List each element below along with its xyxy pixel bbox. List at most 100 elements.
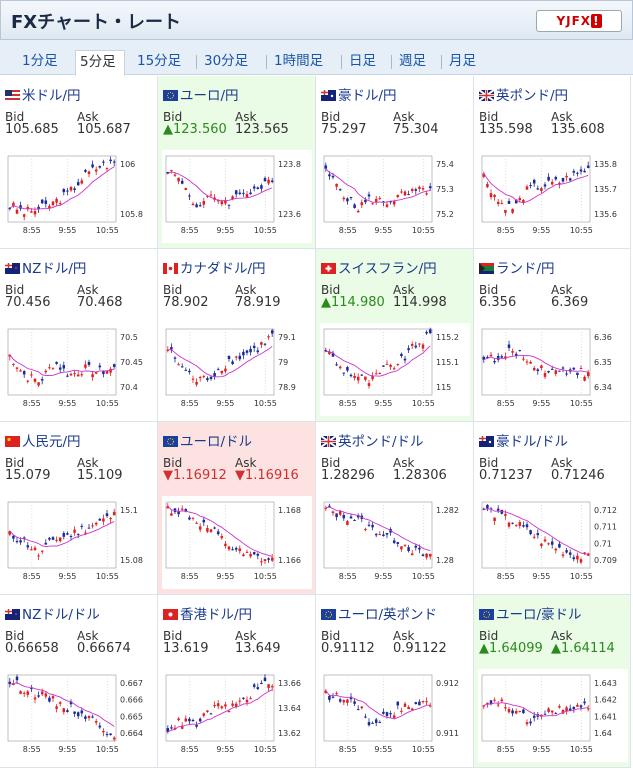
candle <box>392 201 396 205</box>
currency-pair-link[interactable]: NZドル/ドル <box>5 603 100 623</box>
currency-pair-link[interactable]: ユーロ/ドル <box>163 430 252 450</box>
ask-label: Ask <box>393 629 415 643</box>
ask-value: ▼1.16916 <box>235 468 299 483</box>
candle <box>51 537 55 540</box>
candle <box>267 179 270 184</box>
currency-pair-link[interactable]: 英ポンド/ドル <box>320 430 424 450</box>
rate-card: ランド/円 Bid Ask 6.356 6.369 6.36 6.35 6.34 8:… <box>474 249 631 422</box>
currency-pair-link[interactable]: ランド/円 <box>479 257 555 277</box>
tab-2[interactable]: 15分足 <box>137 53 182 69</box>
candlestick-chart[interactable]: 1.643 1.642 1.641 1.64 8:55 9:55 10:55 <box>478 669 628 762</box>
candlestick-chart[interactable]: 70.5 70.45 70.4 8:55 9:55 10:55 <box>4 323 154 416</box>
x-tick-label: 9:55 <box>374 226 392 235</box>
candle <box>260 185 263 189</box>
currency-pair-link[interactable]: ユーロ/円 <box>163 84 239 104</box>
candle <box>586 165 590 168</box>
y-tick-label: 1.168 <box>278 506 301 515</box>
candle <box>529 721 532 724</box>
candlestick-chart[interactable]: 115.2 115.1 115 8:55 9:55 10:55 <box>320 323 470 416</box>
candle <box>331 696 335 698</box>
candle <box>267 684 270 688</box>
x-tick-label: 8:55 <box>23 745 41 754</box>
tab-4[interactable]: 1時間足 <box>274 53 324 69</box>
candle <box>184 509 188 512</box>
candlestick-chart[interactable]: 13.66 13.64 13.62 8:55 9:55 10:55 <box>162 669 312 762</box>
y-tick-label: 105.8 <box>120 210 143 219</box>
y-tick-label: 1.166 <box>278 556 301 565</box>
candle <box>73 188 76 190</box>
candle <box>532 179 536 184</box>
tab-0[interactable]: 1分足 <box>22 53 58 69</box>
candle <box>540 543 543 546</box>
pair-name: 英ポンド/円 <box>496 88 569 104</box>
y-tick-label: 1.641 <box>594 712 617 721</box>
candle <box>403 358 407 361</box>
candle <box>561 367 565 369</box>
candlestick-chart[interactable]: 1.168 1.166 8:55 9:55 10:55 <box>162 496 312 589</box>
candle <box>80 525 84 527</box>
candle <box>364 528 367 531</box>
candle <box>98 365 102 368</box>
candlestick-chart[interactable]: 15.1 15.08 8:55 9:55 10:55 <box>4 496 154 589</box>
candle <box>227 546 231 550</box>
currency-pair-link[interactable]: 米ドル/円 <box>5 84 81 104</box>
candle <box>583 701 586 704</box>
candle <box>565 550 568 553</box>
candle <box>414 545 418 548</box>
eu-flag-icon <box>321 608 336 620</box>
candle <box>84 716 87 719</box>
candle <box>576 555 579 560</box>
candle <box>511 209 514 213</box>
candlestick-chart[interactable]: 135.8 135.7 135.6 8:55 9:55 10:55 <box>478 150 628 243</box>
candle <box>198 377 202 379</box>
x-tick-label: 10:55 <box>570 745 593 754</box>
tab-6[interactable]: 週足 <box>399 53 426 69</box>
yjfx-logo[interactable]: YJFX! <box>536 10 622 32</box>
candlestick-chart[interactable]: 0.712 0.711 0.71 0.709 8:55 9:55 10:55 <box>478 496 628 589</box>
currency-pair-link[interactable]: NZドル/円 <box>5 257 86 277</box>
candle <box>489 354 493 357</box>
y-tick-label: 15.1 <box>120 506 138 515</box>
candle <box>270 557 274 561</box>
currency-pair-link[interactable]: 香港ドル/円 <box>163 603 252 623</box>
candle <box>504 514 507 516</box>
candle <box>94 169 98 172</box>
currency-pair-link[interactable]: カナダドル/円 <box>163 257 266 277</box>
currency-pair-link[interactable]: 豪ドル/ドル <box>479 430 568 450</box>
us-flag-icon <box>5 89 20 101</box>
y-tick-label: 13.62 <box>278 729 301 738</box>
currency-pair-link[interactable]: ユーロ/豪ドル <box>479 603 582 623</box>
candlestick-chart[interactable]: 6.36 6.35 6.34 8:55 9:55 10:55 <box>478 323 628 416</box>
x-tick-label: 10:55 <box>412 572 435 581</box>
candlestick-chart[interactable]: 123.8 123.6 8:55 9:55 10:55 <box>162 150 312 243</box>
candle <box>579 705 583 708</box>
candle <box>62 708 66 713</box>
tab-7[interactable]: 月足 <box>449 53 476 69</box>
candlestick-chart[interactable]: 79.1 79 78.9 8:55 9:55 10:55 <box>162 323 312 416</box>
candle <box>216 369 220 371</box>
candle <box>109 518 112 520</box>
currency-pair-link[interactable]: 豪ドル/円 <box>321 84 397 104</box>
tab-3[interactable]: 30分足 <box>204 53 249 69</box>
bid-value: 6.356 <box>479 295 517 310</box>
candlestick-chart[interactable]: 0.912 0.911 8:55 9:55 10:55 <box>320 669 470 762</box>
candle <box>252 186 256 189</box>
candle <box>576 172 579 174</box>
candle <box>180 366 184 368</box>
currency-pair-link[interactable]: スイスフラン/円 <box>321 257 437 277</box>
candle <box>170 513 173 516</box>
candle <box>40 199 44 204</box>
x-tick-label: 8:55 <box>339 226 357 235</box>
tab-5[interactable]: 日足 <box>349 53 376 69</box>
currency-pair-link[interactable]: 英ポンド/円 <box>478 84 569 104</box>
currency-pair-link[interactable]: ユーロ/英ポンド <box>321 603 437 623</box>
candle <box>385 712 389 716</box>
currency-pair-link[interactable]: 人民元/円 <box>5 430 81 450</box>
candlestick-chart[interactable]: 75.4 75.3 75.2 8:55 9:55 10:55 <box>320 150 470 243</box>
candlestick-chart[interactable]: 1.282 1.28 8:55 9:55 10:55 <box>320 496 470 589</box>
candle <box>586 708 590 710</box>
candlestick-chart[interactable]: 106 105.8 8:55 9:55 10:55 <box>4 150 154 243</box>
candle <box>58 203 62 205</box>
candlestick-chart[interactable]: 0.667 0.666 0.665 0.664 8:55 9:55 10:55 <box>4 669 154 762</box>
tab-1[interactable]: 5分足 <box>75 50 125 76</box>
